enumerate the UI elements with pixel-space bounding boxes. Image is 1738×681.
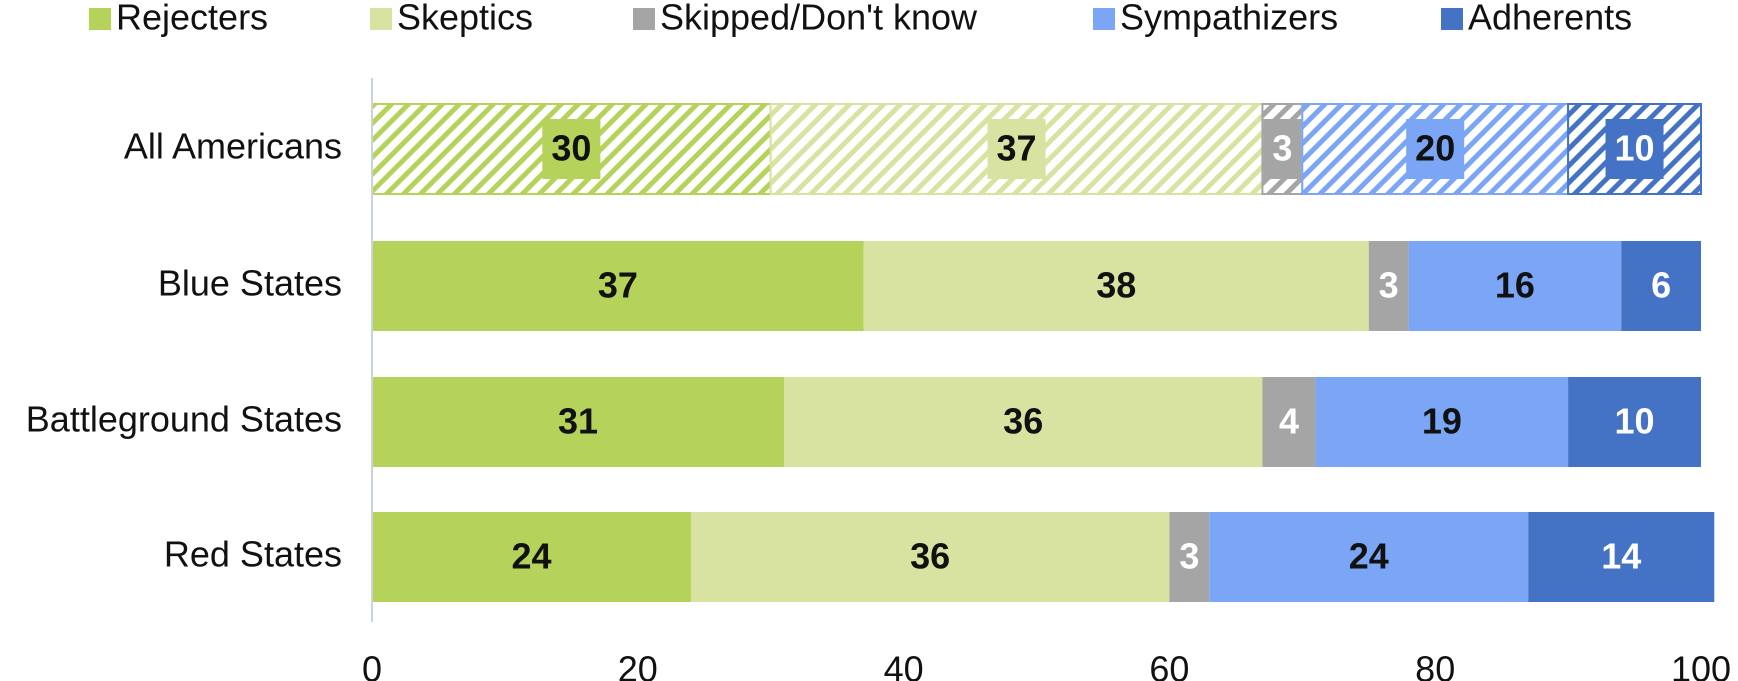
- value-label-group: 38: [1096, 265, 1136, 306]
- value-label: 3: [1379, 265, 1399, 306]
- value-label: 10: [1615, 401, 1655, 442]
- value-label-box: [1406, 119, 1465, 179]
- value-label-group: 10: [1605, 119, 1664, 179]
- value-label-group: 19: [1422, 401, 1462, 442]
- x-tick-label: 100: [1671, 649, 1731, 681]
- legend-swatch: [1093, 8, 1115, 30]
- legend-label: Sympathizers: [1120, 0, 1338, 38]
- bar-segment: [1169, 512, 1210, 602]
- x-tick-label: 0: [362, 649, 382, 681]
- value-label-box: [987, 119, 1046, 179]
- value-label-group: 16: [1495, 265, 1535, 306]
- bar-segment: [372, 241, 864, 331]
- bar-segment: [863, 241, 1369, 331]
- value-label: 24: [1349, 536, 1389, 577]
- value-label-group: 14: [1601, 536, 1641, 577]
- value-label-group: 3: [1263, 119, 1302, 179]
- bar-segment: [372, 377, 784, 467]
- value-label-group: 4: [1279, 401, 1299, 442]
- value-label-group: 36: [1003, 401, 1043, 442]
- value-label: 37: [598, 265, 638, 306]
- value-label: 20: [1415, 128, 1455, 169]
- value-label-group: 36: [910, 536, 950, 577]
- bar-segment: [1368, 241, 1409, 331]
- bar-segment: [1315, 377, 1569, 467]
- value-label: 36: [910, 536, 950, 577]
- value-label-group: 3: [1379, 265, 1399, 306]
- bar-segment: [372, 512, 691, 602]
- value-label-box: [1605, 119, 1664, 179]
- legend-swatch: [633, 8, 655, 30]
- value-label: 6: [1651, 265, 1671, 306]
- value-label: 19: [1422, 401, 1462, 442]
- legend-label: Rejecters: [116, 0, 268, 38]
- value-label-group: 31: [558, 401, 598, 442]
- category-label: All Americans: [124, 126, 342, 167]
- legend-label: Skipped/Don't know: [660, 0, 978, 38]
- value-label: 3: [1179, 536, 1199, 577]
- x-tick-label: 60: [1149, 649, 1189, 681]
- x-tick-label: 40: [884, 649, 924, 681]
- value-label: 38: [1096, 265, 1136, 306]
- legend-swatch: [370, 8, 392, 30]
- value-label-group: 30: [542, 119, 601, 179]
- value-label-group: 10: [1615, 401, 1655, 442]
- bar-segment: [1528, 512, 1715, 602]
- value-label: 16: [1495, 265, 1535, 306]
- value-label-box: [542, 119, 601, 179]
- value-label-box: [1263, 119, 1302, 179]
- bar-segment: [1568, 377, 1701, 467]
- legend-label: Skeptics: [397, 0, 533, 38]
- bar-segment: [1621, 241, 1701, 331]
- legend-swatch: [1441, 8, 1463, 30]
- legend-label: Adherents: [1468, 0, 1632, 38]
- value-label-group: 3: [1179, 536, 1199, 577]
- value-label-group: 37: [987, 119, 1046, 179]
- x-tick-label: 20: [618, 649, 658, 681]
- bar-segment: [1262, 377, 1316, 467]
- bar-segment: [783, 377, 1263, 467]
- value-label-group: 37: [598, 265, 638, 306]
- value-label-group: 20: [1406, 119, 1465, 179]
- category-label: Battleground States: [26, 399, 342, 440]
- category-label: Red States: [164, 534, 342, 575]
- value-label: 30: [551, 128, 591, 169]
- value-label: 3: [1272, 128, 1292, 169]
- value-label: 10: [1615, 128, 1655, 169]
- value-label: 37: [997, 128, 1037, 169]
- legend-swatch: [89, 8, 111, 30]
- value-label: 4: [1279, 401, 1299, 442]
- bar-segment: [1209, 512, 1529, 602]
- value-label-group: 6: [1651, 265, 1671, 306]
- value-label: 36: [1003, 401, 1043, 442]
- value-label: 14: [1601, 536, 1641, 577]
- value-label-group: 24: [1349, 536, 1389, 577]
- value-label: 24: [511, 536, 551, 577]
- bar-segment: [1408, 241, 1622, 331]
- category-label: Blue States: [158, 263, 342, 304]
- value-label-group: 24: [511, 536, 551, 577]
- value-label: 31: [558, 401, 598, 442]
- bar-segment: [690, 512, 1170, 602]
- x-tick-label: 80: [1415, 649, 1455, 681]
